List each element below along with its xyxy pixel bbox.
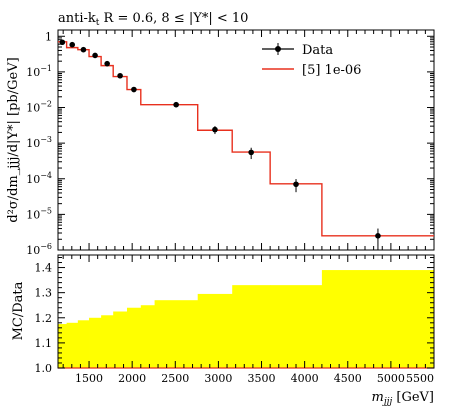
ratio-band-bin: [126, 307, 142, 368]
data-points: [59, 39, 381, 250]
data-point: [59, 39, 66, 46]
ratio-band-bin: [154, 300, 199, 368]
main-y-tick-exponent: −2: [40, 100, 52, 109]
ratio-x-tick-label: 3000: [204, 372, 232, 385]
main-y-tick-base: 10: [26, 66, 40, 79]
main-y-tick-exponent: −3: [40, 135, 52, 144]
ratio-y-tick-label: 1.0: [35, 362, 53, 375]
main-y-tick-label: 1: [45, 30, 52, 43]
main-y-tick-label: 10−3: [26, 135, 52, 150]
title-prefix-sub: t: [96, 18, 100, 28]
main-y-tick-exponent: −6: [40, 242, 52, 251]
main-y-tick-base: 10: [26, 137, 40, 150]
ratio-x-tick-label: 5500: [406, 372, 434, 385]
ratio-band-bin: [270, 285, 323, 368]
main-y-tick-base: 10: [26, 244, 40, 257]
ratio-band-bin: [66, 322, 79, 368]
main-y-tick-exponent: −1: [40, 64, 52, 73]
main-y-tick-label: 10−5: [26, 206, 52, 221]
ratio-band-bin: [101, 315, 114, 368]
data-point: [173, 101, 179, 108]
data-point: [80, 46, 87, 53]
title-prefix: anti-k: [58, 11, 96, 26]
main-y-tick-label: 10−2: [26, 100, 52, 115]
data-point: [131, 86, 137, 93]
ratio-x-tick-label: 3500: [248, 372, 276, 385]
ratio-band-bin: [77, 320, 90, 368]
main-panel: 110−110−210−310−410−510−6 Data [5] 1e-06: [26, 29, 435, 257]
main-frame: [57, 29, 435, 251]
ratio-band-bin: [321, 270, 435, 368]
ratio-band-bin: [89, 317, 102, 368]
ratio-x-tick-label: 2500: [161, 372, 189, 385]
main-y-tick-base: 1: [45, 30, 52, 43]
ratio-x-ticks: 1500 2000 2500 3000 3500 4000 4500 5000 5500: [62, 255, 435, 385]
legend-data-label: Data: [302, 43, 333, 58]
main-y-tick-base: 10: [26, 173, 40, 186]
main-y-tick-label: 10−1: [26, 64, 52, 79]
data-point: [117, 72, 123, 79]
ratio-fill: [58, 270, 435, 368]
ratio-band-bin: [232, 285, 271, 368]
ratio-y-tick-label: 1.3: [35, 287, 53, 300]
ratio-y-ticks: 1.0 1.1 1.2 1.3 1.4: [35, 257, 434, 375]
main-y-tick-label: 10−4: [26, 171, 52, 186]
ratio-x-tick-label: 4000: [291, 372, 319, 385]
ratio-y-tick-label: 1.1: [35, 337, 53, 350]
legend: Data [5] 1e-06: [262, 43, 361, 78]
ratio-x-tick-label: 5000: [377, 372, 405, 385]
main-y-ticks: 110−110−210−310−410−510−6: [26, 30, 434, 257]
ratio-x-tick-label: 4500: [334, 372, 362, 385]
main-y-tick-exponent: −5: [40, 206, 52, 215]
data-point: [104, 60, 110, 67]
x-axis-label: mjjj [GeV]: [372, 390, 434, 407]
ratio-panel: 1.0 1.1 1.2 1.3 1.4 1500 2000 2500 3000 3500 4000…: [35, 254, 435, 385]
data-point: [293, 181, 299, 188]
chart-title: anti-kt R = 0.6, 8 ≤ |Y*| < 10: [58, 11, 248, 28]
x-axis-label-var: m: [372, 390, 384, 405]
main-y-label: d²σ/dm_jjj/d|Y*| [pb/GeV]: [6, 57, 21, 222]
ratio-band-bin: [197, 293, 233, 368]
main-y-tick-label: 10−6: [26, 242, 52, 257]
x-axis-label-unit: [GeV]: [392, 390, 434, 405]
legend-mc-label: [5] 1e-06: [302, 63, 361, 78]
data-point: [69, 41, 76, 48]
main-y-tick-exponent: −4: [40, 171, 52, 180]
data-point: [375, 233, 381, 239]
legend-data-marker: [275, 46, 281, 52]
data-point: [212, 126, 218, 133]
ratio-y-tick-label: 1.4: [35, 262, 53, 275]
ratio-band-bin: [58, 324, 68, 368]
main-y-tick-base: 10: [26, 208, 40, 221]
ratio-y-label: MC/Data: [11, 281, 26, 340]
main-x-ticks: [62, 30, 435, 250]
title-rest: R = 0.6, 8 ≤ |Y*| < 10: [99, 11, 248, 26]
ratio-x-tick-label: 2000: [118, 372, 146, 385]
ratio-band-bin: [113, 311, 128, 368]
ratio-x-tick-label: 1500: [75, 372, 103, 385]
data-point: [248, 149, 254, 156]
ratio-y-tick-label: 1.2: [35, 312, 53, 325]
x-axis-label-sub: jjj: [382, 397, 393, 407]
data-point: [92, 52, 98, 59]
main-y-tick-base: 10: [26, 102, 40, 115]
ratio-band-bin: [140, 305, 155, 368]
mc-histogram-line: [58, 41, 434, 237]
